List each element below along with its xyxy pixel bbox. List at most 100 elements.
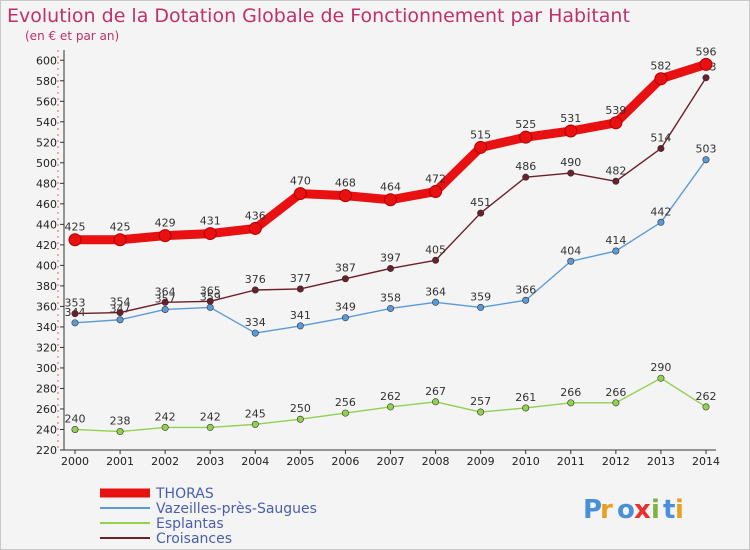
logo-letter: i: [651, 495, 660, 525]
data-point: [341, 275, 349, 283]
y-tick-label: 460: [36, 198, 57, 211]
data-label: 242: [200, 410, 221, 423]
data-point: [296, 322, 304, 330]
plot-area: 240 238 242 242 245 250 256 262 267 257 261 266 266 2…: [65, 45, 717, 436]
data-point: [654, 72, 668, 86]
data-point: [567, 399, 575, 407]
data-point: [248, 221, 262, 235]
data-point: [519, 130, 533, 144]
data-point: [68, 233, 82, 247]
data-label: 442: [650, 205, 671, 218]
legend-label: Vazeilles-près-Saugues: [156, 501, 317, 517]
y-tick-label: 400: [36, 259, 57, 272]
data-point: [432, 256, 440, 264]
data-label: 514: [650, 131, 671, 144]
data-label: 334: [245, 316, 266, 329]
data-label: 429: [155, 217, 176, 230]
x-tick-label: 2012: [602, 455, 630, 468]
data-label: 464: [380, 181, 401, 194]
data-label: 525: [515, 118, 536, 131]
data-point: [522, 173, 530, 181]
data-label: 451: [470, 196, 491, 209]
data-point: [206, 297, 214, 305]
data-point: [203, 227, 217, 241]
data-point: [657, 218, 665, 226]
data-label: 262: [696, 390, 717, 403]
data-point: [251, 329, 259, 337]
y-tick-label: 320: [36, 341, 57, 354]
data-point: [702, 156, 710, 164]
data-label: 349: [335, 301, 356, 314]
data-point: [432, 398, 440, 406]
y-tick-label: 380: [36, 280, 57, 293]
y-tick-label: 480: [36, 177, 57, 190]
data-point: [702, 74, 710, 82]
data-label: 490: [560, 156, 581, 169]
data-label: 364: [155, 285, 176, 298]
series-line: [70, 59, 711, 245]
axes: 220 240 260 280 300 320 340 360 380 400 420 440 460 4…: [36, 50, 720, 468]
data-label: 414: [605, 234, 626, 247]
y-tick-label: 340: [36, 321, 57, 334]
data-point: [699, 57, 713, 71]
data-label: 364: [425, 285, 446, 298]
data-label: 290: [650, 361, 671, 374]
data-point: [564, 124, 578, 138]
data-point: [657, 374, 665, 382]
x-tick-label: 2007: [377, 455, 405, 468]
x-tick-label: 2008: [422, 455, 450, 468]
logo-letter: o: [617, 495, 635, 525]
y-tick-label: 440: [36, 218, 57, 231]
data-label: 245: [245, 407, 266, 420]
data-point: [612, 247, 620, 255]
data-point: [341, 314, 349, 322]
data-label: 353: [65, 297, 86, 310]
y-tick-label: 220: [36, 444, 57, 457]
y-tick-label: 240: [36, 423, 57, 436]
data-label: 431: [200, 215, 221, 228]
data-point: [206, 423, 214, 431]
x-tick-label: 2010: [512, 455, 540, 468]
data-point: [116, 428, 124, 436]
data-point: [429, 185, 443, 199]
legend-label: Esplantas: [156, 516, 224, 532]
series-thoras: 425 425 429 431 436 470 468 464 472 515 525 531 539 5…: [65, 45, 717, 247]
data-label: 468: [335, 177, 356, 190]
y-tick-label: 560: [36, 95, 57, 108]
data-point: [158, 229, 172, 243]
data-label: 515: [470, 128, 491, 141]
data-label: 377: [290, 272, 311, 285]
x-tick-label: 2005: [286, 455, 314, 468]
data-point: [567, 169, 575, 177]
data-point: [251, 420, 259, 428]
y-tick-label: 500: [36, 157, 57, 170]
data-point: [296, 285, 304, 293]
data-label: 470: [290, 175, 311, 188]
logo-letter: i: [675, 495, 684, 525]
data-point: [477, 209, 485, 217]
y-tick-label: 580: [36, 75, 57, 88]
logo-letter: P: [583, 495, 602, 525]
logo-letter: x: [634, 495, 651, 525]
data-label: 266: [560, 386, 581, 399]
data-point: [522, 296, 530, 304]
data-label: 425: [65, 221, 86, 234]
data-label: 531: [560, 112, 581, 125]
x-tick-label: 2009: [467, 455, 495, 468]
data-label: 358: [380, 291, 401, 304]
legend-label: THORAS: [155, 486, 214, 502]
data-point: [71, 310, 79, 318]
x-tick-label: 2011: [557, 455, 585, 468]
data-label: 354: [110, 296, 131, 309]
chart-title: Evolution de la Dotation Globale de Fonc…: [7, 5, 630, 27]
logo-letter: r: [600, 495, 613, 525]
data-point: [296, 415, 304, 423]
data-point: [386, 304, 394, 312]
data-point: [161, 305, 169, 313]
data-point: [657, 144, 665, 152]
data-point: [71, 319, 79, 327]
x-tick-label: 2000: [61, 455, 89, 468]
x-tick-label: 2014: [692, 455, 720, 468]
data-point: [386, 264, 394, 272]
